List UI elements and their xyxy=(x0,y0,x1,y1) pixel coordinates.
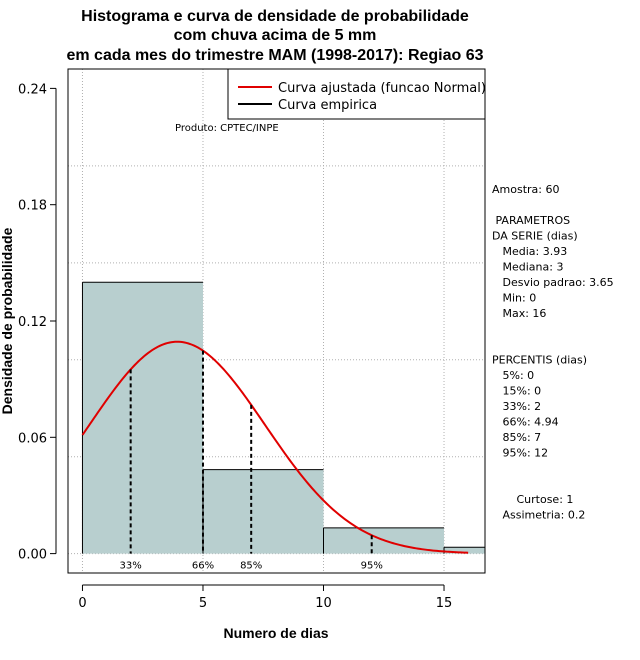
axes: 0 5 10 15 0.00 0.06 0.12 0.18 0.24 xyxy=(18,82,452,611)
legend-label-1: Curva empirica xyxy=(278,98,377,113)
stats-line-7: Min: 0 xyxy=(492,292,536,305)
stats-line-17: 95%: 12 xyxy=(492,447,548,460)
statistics-panel: Amostra: 60 PARAMETROS DA SERIE (dias) Me… xyxy=(492,183,614,522)
density-curve xyxy=(81,340,469,554)
stats-line-13: 15%: 0 xyxy=(492,385,541,398)
stats-line-20: Curtose: 1 xyxy=(492,493,573,506)
percentile-label-0: 33% xyxy=(120,561,142,572)
x-tick-label-2: 10 xyxy=(315,596,332,611)
stats-line-16: 85%: 7 xyxy=(492,431,541,444)
chart-title: Histograma e curva de densidade de proba… xyxy=(66,8,483,64)
x-tick-label-0: 0 xyxy=(78,596,86,611)
percentile-label-3: 95% xyxy=(361,561,383,572)
stats-line-8: Max: 16 xyxy=(492,307,546,320)
x-axis-label: Numero de dias xyxy=(223,625,328,641)
x-tick-label-3: 15 xyxy=(436,596,453,611)
legend-label-0: Curva ajustada (funcao Normal) xyxy=(278,81,486,96)
normal-curve-line xyxy=(81,340,469,554)
stats-line-21: Assimetria: 0.2 xyxy=(492,509,585,522)
y-axis-label: Densidade de probabilidade xyxy=(0,227,15,414)
y-tick-label-1: 0.06 xyxy=(18,431,47,446)
stats-line-14: 33%: 2 xyxy=(492,400,541,413)
chart-title-line-1: Histograma e curva de densidade de proba… xyxy=(81,8,469,25)
stats-line-3: DA SERIE (dias) xyxy=(492,230,578,243)
stats-line-11: PERCENTIS (dias) xyxy=(492,354,587,367)
stats-line-6: Desvio padrao: 3.65 xyxy=(492,276,614,289)
stats-line-15: 66%: 4.94 xyxy=(492,416,559,429)
legend-box xyxy=(227,68,486,120)
product-annotation: Produto: CPTEC/INPE xyxy=(175,123,279,134)
y-tick-label-3: 0.18 xyxy=(18,199,47,214)
stats-line-4: Media: 3.93 xyxy=(492,245,567,258)
histogram-bar-0 xyxy=(82,282,203,554)
stats-line-5: Mediana: 3 xyxy=(492,261,563,274)
histogram-bar-3 xyxy=(444,547,485,554)
histogram-bar-1 xyxy=(202,469,324,554)
percentile-label-2: 85% xyxy=(240,561,262,572)
chart-title-line-3: em cada mes do trimestre MAM (1998-2017)… xyxy=(66,47,483,64)
stats-line-0: Amostra: 60 xyxy=(492,183,559,196)
stats-line-12: 5%: 0 xyxy=(492,369,534,382)
percentile-markers: 33% 66% 85% 95% xyxy=(120,350,383,572)
y-tick-label-0: 0.00 xyxy=(18,548,47,563)
x-tick-label-1: 5 xyxy=(199,596,207,611)
y-tick-label-2: 0.12 xyxy=(18,315,47,330)
chart-title-line-2: com chuva acima de 5 mm xyxy=(174,27,377,44)
percentile-label-1: 66% xyxy=(192,561,214,572)
legend: Curva ajustada (funcao Normal) Curva empi… xyxy=(227,68,486,120)
stats-line-2: PARAMETROS xyxy=(492,214,570,227)
y-tick-label-4: 0.24 xyxy=(18,82,47,97)
histogram-bars xyxy=(81,281,485,554)
